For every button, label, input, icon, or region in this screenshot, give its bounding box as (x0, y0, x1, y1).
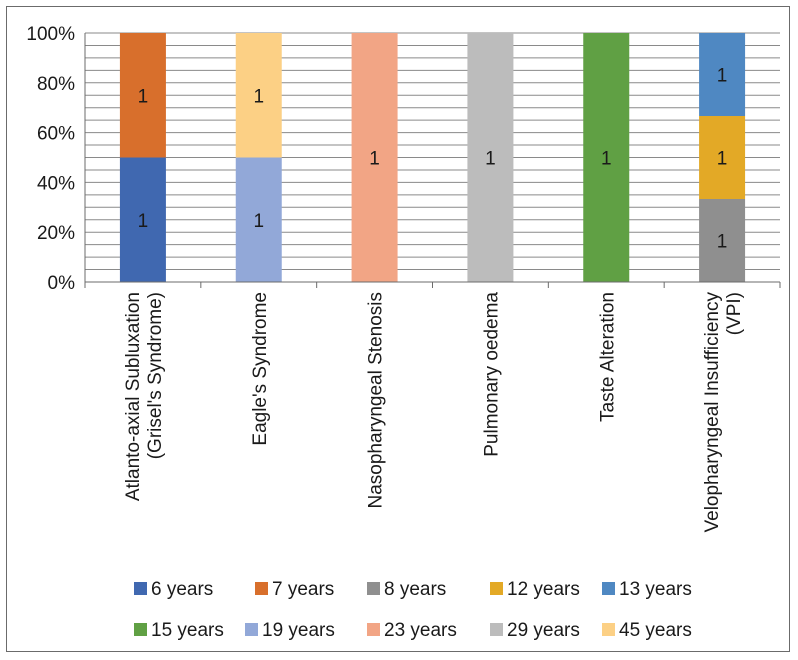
x-category-label-line: Velopharyngeal Insufficiency (702, 292, 723, 533)
bar-segment-6-years (119, 157, 166, 282)
bar-segment-13-years (699, 33, 746, 116)
x-category-label-line: Taste Alteration (597, 292, 618, 422)
legend-swatch-13-years (602, 582, 615, 595)
bar-segment-15-years (583, 33, 630, 282)
legend-label: 45 years (619, 620, 692, 641)
legend-swatch-15-years (134, 623, 147, 636)
legend-swatch-29-years (490, 623, 503, 636)
data-label: 1 (369, 149, 380, 170)
bar-segment-12-years (699, 116, 746, 199)
legend-label: 19 years (262, 620, 335, 641)
legend-label: 15 years (151, 620, 224, 641)
y-tick-label: 80% (37, 74, 75, 95)
y-tick-label: 20% (37, 223, 75, 244)
legend-swatch-7-years (255, 582, 268, 595)
y-tick-label: 60% (37, 124, 75, 145)
x-category-label-line: Nasopharyngeal Stenosis (366, 292, 387, 509)
gridlines (85, 32, 780, 283)
legend-swatch-8-years (367, 582, 380, 595)
data-labels: 1 1 1 1 1 1 1 1 1 1 (138, 66, 728, 253)
x-category-label-line: Atlanto-axial Subluxation (123, 292, 144, 501)
x-category-label: Pulmonary oedema (481, 292, 502, 457)
data-label: 1 (253, 86, 264, 107)
x-category-label: Velopharyngeal Insufficiency (VPI) (702, 292, 745, 533)
legend-label: 8 years (384, 579, 446, 600)
axes: 0% 20% 40% 60% 80% 100% Atlanto-axial Subluxat… (26, 24, 781, 533)
legend-swatch-6-years (134, 582, 147, 595)
x-category-label-line: Pulmonary oedema (481, 292, 502, 457)
x-category-label: Eagle's Syndrome (250, 292, 271, 446)
bar-segment-23-years (351, 33, 398, 282)
x-category-label-line: Eagle's Syndrome (250, 292, 271, 446)
legend-label: 23 years (384, 620, 457, 641)
legend: 6 years 7 years 8 years 12 years 13 years 15 … (134, 579, 692, 641)
y-tick-label: 40% (37, 173, 75, 194)
data-label: 1 (717, 149, 728, 170)
legend-swatch-23-years (367, 623, 380, 636)
data-label: 1 (485, 149, 496, 170)
bar-segments (119, 33, 746, 282)
legend-label: 13 years (619, 579, 692, 600)
bar-segment-45-years (235, 33, 282, 158)
legend-label: 12 years (507, 579, 580, 600)
data-label: 1 (138, 86, 149, 107)
legend-label: 29 years (507, 620, 580, 641)
x-category-label: Nasopharyngeal Stenosis (366, 292, 387, 509)
legend-swatch-19-years (245, 623, 258, 636)
data-label: 1 (717, 232, 728, 253)
x-category-label-line: (VPI) (724, 292, 745, 335)
x-category-label: Taste Alteration (597, 292, 618, 422)
data-label: 1 (253, 211, 264, 232)
bar-segment-29-years (467, 33, 514, 282)
x-category-label: Atlanto-axial Subluxation (Grisel's Syndr… (123, 292, 166, 501)
data-label: 1 (601, 149, 612, 170)
bar-segment-7-years (119, 33, 166, 158)
bar-segment-19-years (235, 157, 282, 282)
legend-label: 6 years (151, 579, 213, 600)
data-label: 1 (717, 66, 728, 87)
legend-label: 7 years (272, 579, 334, 600)
legend-swatch-12-years (490, 582, 503, 595)
data-label: 1 (138, 211, 149, 232)
bar-segment-8-years (699, 199, 746, 282)
y-tick-label: 100% (26, 24, 75, 45)
y-tick-label: 0% (48, 273, 76, 294)
legend-swatch-45-years (602, 623, 615, 636)
x-category-label-line: (Grisel's Syndrome) (145, 292, 166, 459)
